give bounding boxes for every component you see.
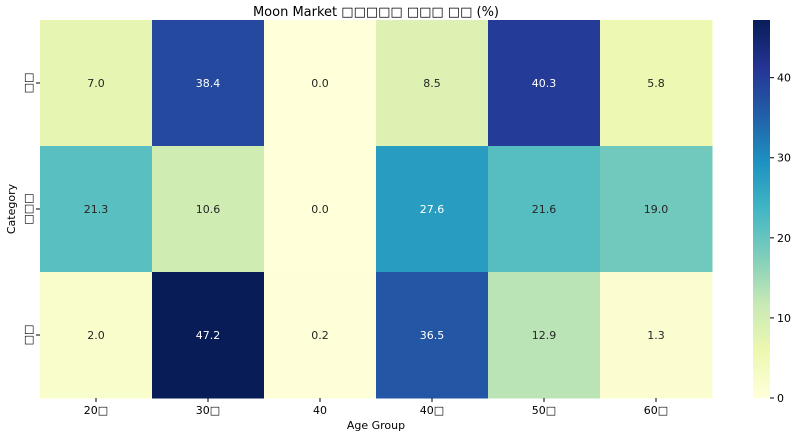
cell-value-label: 5.8: [647, 77, 665, 90]
heatmap-cells: 7.0 38.4 0.0 8.5 40.3 5.8 21.3 10.6 0.0 27.6 21.6 1…: [40, 20, 713, 399]
y-axis-ticks: □□□□□□□: [22, 73, 40, 346]
x-tick-label: 40: [313, 404, 327, 417]
heatmap-cell: [600, 146, 713, 273]
heatmap-cell: [488, 146, 601, 273]
x-axis-label: Age Group: [347, 419, 405, 432]
heatmap-cell: [152, 272, 265, 399]
y-tick-label: □□: [22, 325, 35, 346]
x-tick-label: 60□: [644, 404, 668, 417]
colorbar-tick-label: 20: [777, 232, 791, 245]
cell-value-label: 27.6: [420, 203, 445, 216]
heatmap-cell: [264, 146, 377, 273]
heatmap-cell: [488, 20, 601, 147]
cell-value-label: 36.5: [420, 329, 445, 342]
colorbar-tick-label: 0: [777, 392, 784, 405]
cell-value-label: 19.0: [644, 203, 669, 216]
colorbar-tick-label: 30: [777, 152, 791, 165]
heatmap-cell: [600, 20, 713, 147]
cell-value-label: 2.0: [87, 329, 105, 342]
heatmap-cell: [600, 272, 713, 399]
cell-value-label: 8.5: [423, 77, 441, 90]
cell-value-label: 21.3: [84, 203, 109, 216]
cell-value-label: 0.2: [311, 329, 329, 342]
cell-value-label: 40.3: [532, 77, 557, 90]
heatmap-cell: [376, 272, 489, 399]
heatmap-cell: [488, 272, 601, 399]
y-axis-label: Category: [5, 183, 18, 234]
cell-value-label: 21.6: [532, 203, 557, 216]
y-tick-label: □□: [22, 73, 35, 94]
cell-value-label: 0.0: [311, 77, 329, 90]
cell-value-label: 38.4: [196, 77, 221, 90]
x-tick-label: 50□: [532, 404, 556, 417]
colorbar-ticks: 0 10 20 30 40: [770, 72, 791, 405]
chart-title: Moon Market □□□□□ □□□ □□ (%): [253, 5, 499, 20]
x-axis-ticks: 20□ 30□ 40 40□ 50□ 60□: [84, 398, 668, 417]
x-tick-label: 20□: [84, 404, 108, 417]
cell-value-label: 12.9: [532, 329, 557, 342]
heatmap-cell: [264, 272, 377, 399]
y-tick-label: □□□: [22, 193, 35, 224]
colorbar: 0 10 20 30 40: [753, 20, 791, 405]
heatmap-cell: [152, 20, 265, 147]
cell-value-label: 10.6: [196, 203, 221, 216]
heatmap-cell: [264, 20, 377, 147]
colorbar-tick-label: 10: [777, 312, 791, 325]
heatmap-cell: [40, 20, 153, 147]
heatmap-cell: [40, 146, 153, 273]
x-tick-label: 30□: [196, 404, 220, 417]
x-tick-label: 40□: [420, 404, 444, 417]
cell-value-label: 7.0: [87, 77, 105, 90]
colorbar-tick-label: 40: [777, 72, 791, 85]
heatmap-cell: [376, 20, 489, 147]
colorbar-gradient: [753, 20, 770, 398]
heatmap-cell: [376, 146, 489, 273]
heatmap-cell: [40, 272, 153, 399]
cell-value-label: 1.3: [647, 329, 665, 342]
cell-value-label: 47.2: [196, 329, 221, 342]
cell-value-label: 0.0: [311, 203, 329, 216]
heatmap-cell: [152, 146, 265, 273]
